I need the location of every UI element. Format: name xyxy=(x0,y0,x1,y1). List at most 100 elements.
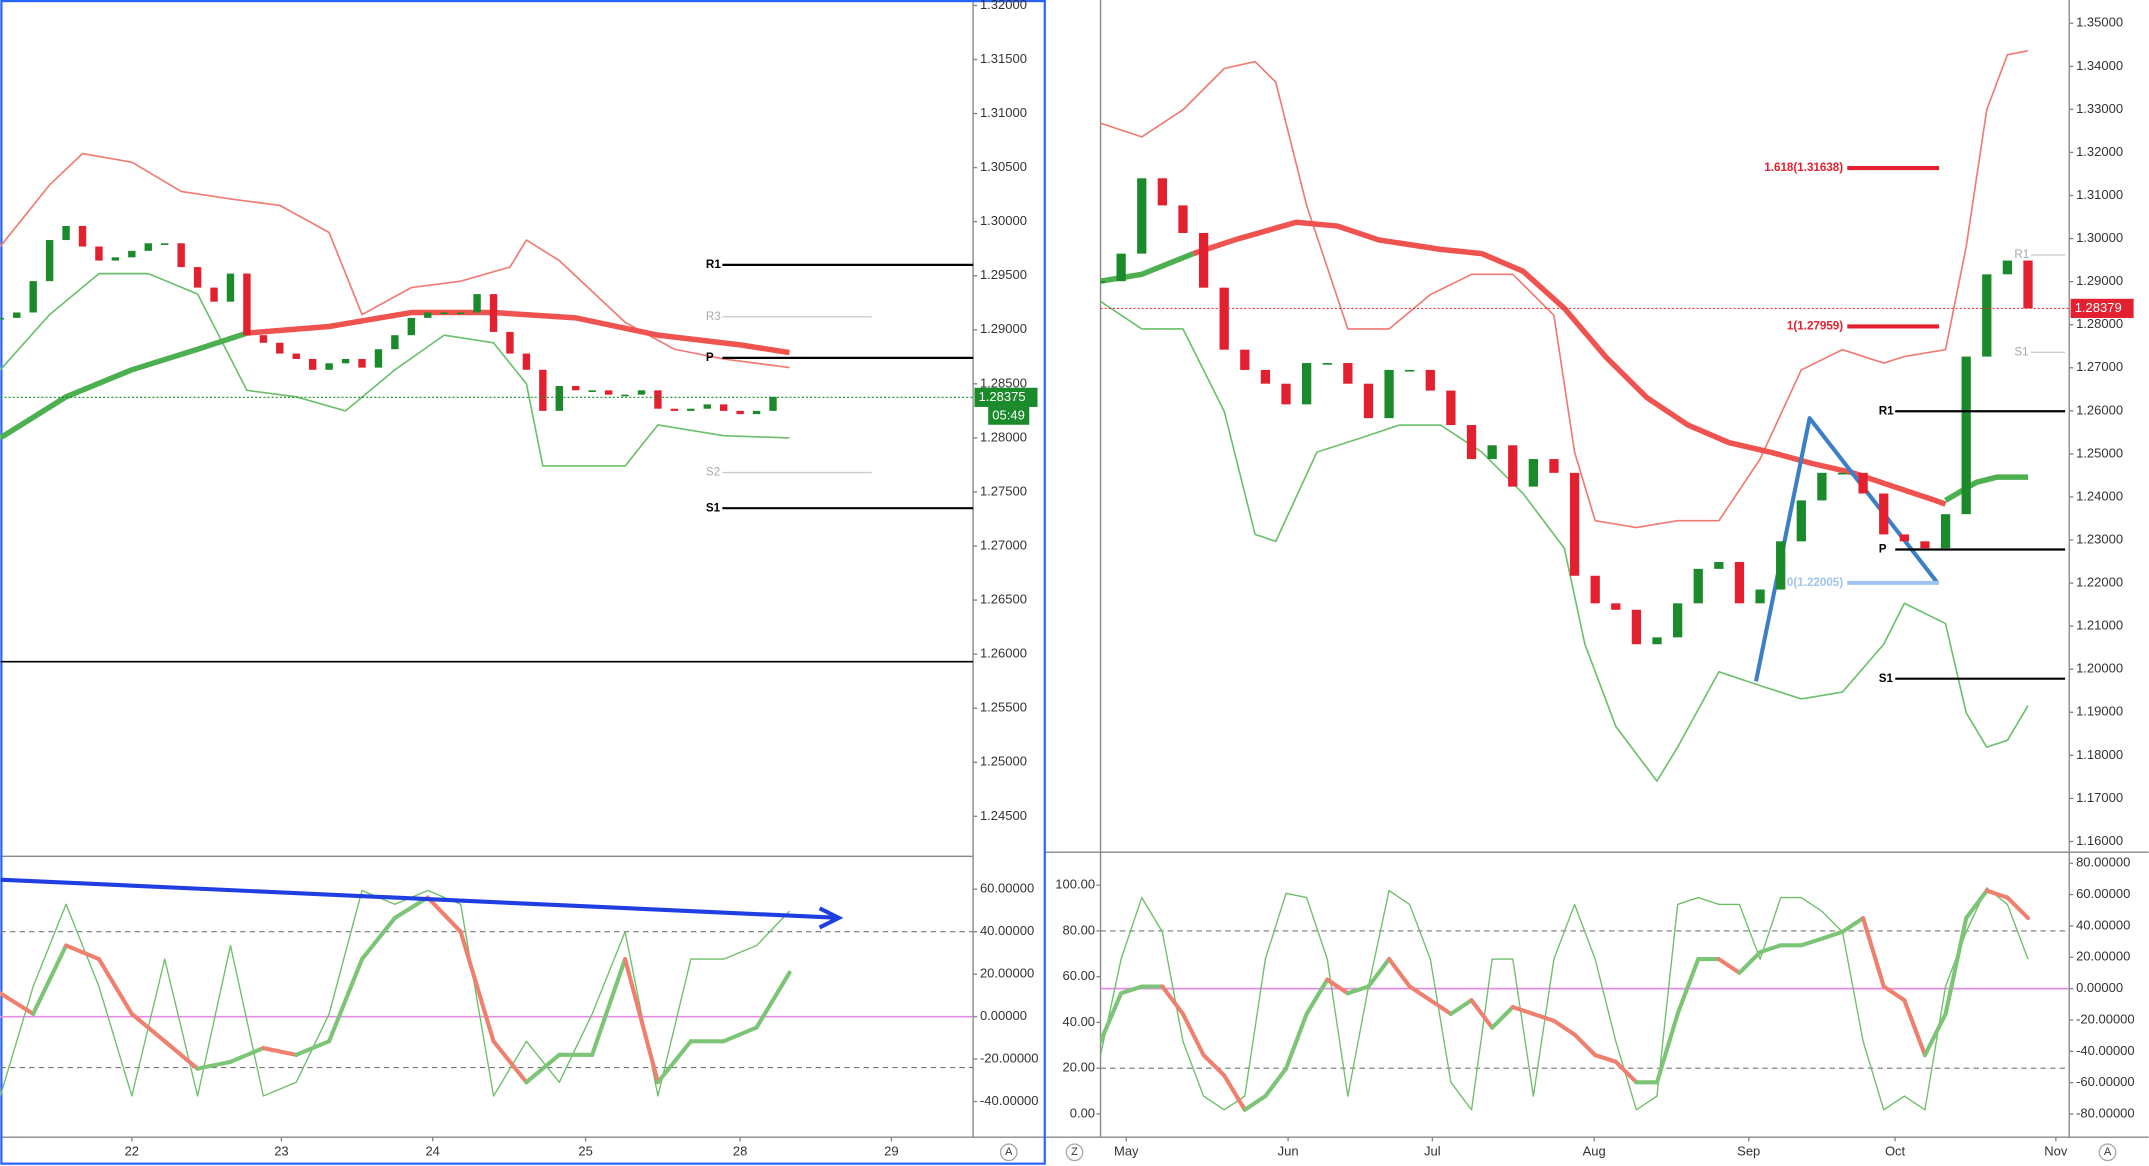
y-tick-label: 0.00 xyxy=(1070,1105,1095,1120)
button-label[interactable]: A xyxy=(2104,1146,2112,1158)
candle xyxy=(1466,425,1477,460)
candle xyxy=(1157,178,1168,206)
indicator-segment xyxy=(96,957,134,1016)
pivot-label: P xyxy=(706,351,714,364)
candle xyxy=(637,390,646,395)
indicator-segment xyxy=(1242,1094,1268,1112)
candle xyxy=(1363,383,1374,419)
candle xyxy=(1100,281,1106,283)
indicator-segment xyxy=(1716,956,1742,975)
y-tick-label: 1.25000 xyxy=(980,754,1027,769)
indicator-segment xyxy=(1593,1053,1618,1064)
x-tick-label: Oct xyxy=(1885,1144,1906,1159)
y-tick-label: 1.17000 xyxy=(2076,790,2123,805)
indicator-line xyxy=(246,309,790,356)
candle xyxy=(226,273,235,302)
candle xyxy=(1734,561,1745,604)
indicator-segment xyxy=(655,1039,693,1085)
indicator-segment xyxy=(1222,1073,1247,1112)
y-tick-label: 1.30500 xyxy=(980,159,1027,174)
indicator-segment xyxy=(1407,984,1433,1003)
indicator-segment xyxy=(1654,1011,1680,1085)
candle xyxy=(243,273,251,336)
indicator-segment xyxy=(1943,916,1969,1016)
pane xyxy=(1100,887,2070,1112)
candle xyxy=(13,312,21,318)
candle xyxy=(489,294,498,332)
indicator-segment xyxy=(1819,929,1845,941)
candle xyxy=(325,363,333,370)
y2-tick-label: -60.00000 xyxy=(2076,1074,2135,1089)
y2-tick-label: -20.00000 xyxy=(2076,1011,2135,1026)
indicator-segment xyxy=(754,970,792,1030)
indicator-segment xyxy=(425,895,463,934)
indicator-segment xyxy=(294,1039,332,1057)
indicator-segment xyxy=(458,929,496,1044)
candle xyxy=(1405,369,1415,372)
button[interactable] xyxy=(1065,1143,1084,1162)
y-tick-label: 60.00000 xyxy=(980,881,1034,896)
indicator-segment xyxy=(261,1046,299,1057)
pivot-label: P xyxy=(1879,543,1887,556)
indicator-line xyxy=(0,272,790,467)
indicator-segment xyxy=(1387,956,1412,989)
x-tick-label: Aug xyxy=(1583,1144,1606,1159)
candle xyxy=(440,312,448,315)
indicator-segment xyxy=(524,1052,562,1085)
y-tick-label: 1.25500 xyxy=(980,700,1027,715)
candle xyxy=(1982,274,1992,357)
candle xyxy=(391,335,399,350)
y-tick-label: 40.00000 xyxy=(980,923,1034,938)
candle xyxy=(177,243,185,268)
candle xyxy=(1858,472,1868,494)
candle xyxy=(1260,369,1271,384)
candle xyxy=(621,394,629,397)
y-tick-label: 1.31000 xyxy=(980,105,1027,120)
indicator-segment xyxy=(1325,977,1350,996)
candle xyxy=(341,358,350,364)
indicator-segment xyxy=(1119,984,1144,996)
y-tick-label: 20.00000 xyxy=(980,966,1034,981)
pane xyxy=(0,152,974,663)
candle xyxy=(1693,568,1703,604)
price-tag xyxy=(2070,298,2134,318)
candle xyxy=(1879,493,1889,535)
button-label[interactable]: Z xyxy=(1071,1146,1078,1158)
button[interactable] xyxy=(2098,1143,2117,1162)
x-tick-label: 24 xyxy=(425,1144,439,1159)
candle xyxy=(1714,561,1724,569)
y-tick-label: 1.32000 xyxy=(2076,144,2123,159)
pivot-label: S1 xyxy=(706,501,721,514)
indicator-segment xyxy=(590,957,628,1057)
candle xyxy=(1343,363,1353,384)
candle xyxy=(1569,472,1580,576)
active-frame xyxy=(0,0,1046,1165)
x-tick-label: Sep xyxy=(1737,1144,1760,1159)
candle xyxy=(1631,609,1642,645)
indicator-segment xyxy=(1263,1066,1289,1099)
indicator-segment xyxy=(1799,936,1824,948)
x-tick-label: 23 xyxy=(274,1144,288,1159)
indicator-segment xyxy=(2005,895,2031,921)
y2-tick-label: -40.00000 xyxy=(2076,1043,2135,1058)
button-label[interactable]: A xyxy=(1005,1146,1013,1158)
indicator-segment xyxy=(1448,998,1474,1016)
candle xyxy=(1446,390,1456,426)
candle xyxy=(1198,232,1209,288)
candle xyxy=(1322,363,1332,365)
button[interactable] xyxy=(999,1143,1018,1162)
indicator-segment xyxy=(359,915,397,962)
y2-tick-label: 60.00000 xyxy=(2076,886,2130,901)
pane xyxy=(0,877,974,1097)
y-tick-label: 1.26000 xyxy=(980,646,1027,661)
indicator-segment xyxy=(622,957,660,1085)
candle xyxy=(1178,205,1188,233)
y-tick-label: 1.28000 xyxy=(980,429,1027,444)
y-tick-label: -20.00000 xyxy=(980,1051,1039,1066)
pane xyxy=(1100,50,2070,782)
y-tick-label: 100.00 xyxy=(1055,877,1095,892)
pivot-label: R1 xyxy=(1879,404,1894,417)
candle xyxy=(128,250,136,258)
candle xyxy=(78,225,87,247)
